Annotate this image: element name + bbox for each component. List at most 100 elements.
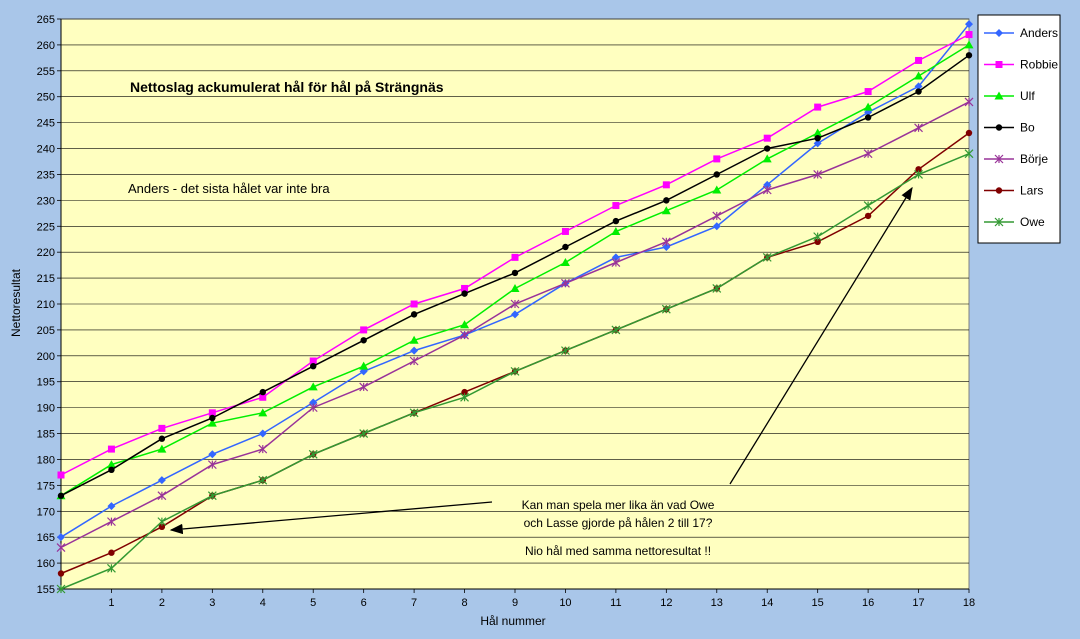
- annotation-question-line1: Kan man spela mer lika än vad Owe: [522, 498, 715, 512]
- point-lars-1: [108, 549, 115, 556]
- x-tick-label-9: 9: [512, 597, 518, 609]
- point-borje-10: [561, 278, 570, 288]
- point-robbie-18: [965, 31, 973, 39]
- chart-title: Nettoslag ackumulerat hål för hål på Str…: [130, 79, 444, 95]
- legend-item-lars: Lars: [984, 184, 1043, 198]
- point-ulf-13: [712, 185, 722, 194]
- legend-marker-owe: [994, 217, 1004, 227]
- point-borje-3: [207, 460, 217, 470]
- point-borje-7: [409, 356, 419, 366]
- point-anders-15: [813, 139, 822, 148]
- point-borje-11: [611, 258, 621, 267]
- point-borje-14: [762, 185, 772, 195]
- point-robbie-10: [561, 227, 569, 235]
- point-bo-6: [360, 337, 367, 344]
- point-borje-0: [56, 543, 66, 552]
- point-anders-17: [914, 82, 923, 91]
- y-tick-label-180: 180: [37, 454, 55, 466]
- point-ulf-12: [661, 206, 671, 215]
- y-tick-label-190: 190: [37, 403, 55, 415]
- point-anders-4: [258, 429, 267, 438]
- point-robbie-3: [208, 409, 216, 417]
- x-tick-label-6: 6: [361, 597, 367, 609]
- point-anders-13: [712, 222, 721, 231]
- point-robbie-17: [915, 56, 923, 64]
- point-bo-16: [864, 114, 872, 121]
- point-bo-2: [158, 435, 166, 442]
- x-tick-label-12: 12: [660, 597, 672, 609]
- y-axis-label: Nettoresultat: [9, 268, 23, 337]
- y-tick-label-235: 235: [37, 169, 55, 181]
- point-bo-10: [562, 243, 569, 251]
- point-owe-17: [914, 170, 923, 179]
- x-tick-label-10: 10: [559, 597, 571, 609]
- point-ulf-18: [964, 40, 974, 49]
- point-robbie-0: [57, 471, 65, 479]
- x-tick-label-8: 8: [461, 597, 467, 609]
- y-tick-label-265: 265: [37, 14, 55, 26]
- point-anders-18: [965, 20, 973, 29]
- legend-marker-borje: [994, 154, 1004, 164]
- x-tick-label-15: 15: [812, 597, 824, 609]
- y-tick-label-230: 230: [37, 195, 55, 207]
- legend-box: [977, 14, 1061, 244]
- point-borje-16: [863, 149, 873, 159]
- legend-item-ulf: Ulf: [984, 89, 1035, 103]
- x-tick-label-5: 5: [310, 597, 316, 609]
- y-tick-label-195: 195: [37, 377, 55, 389]
- point-anders-3: [208, 450, 217, 459]
- point-robbie-9: [511, 253, 519, 261]
- point-borje-5: [308, 403, 318, 413]
- point-robbie-16: [864, 88, 872, 96]
- point-ulf-11: [611, 226, 621, 235]
- x-tick-label-3: 3: [209, 597, 215, 609]
- y-tick-label-225: 225: [37, 221, 55, 233]
- point-robbie-8: [461, 284, 469, 292]
- point-borje-17: [914, 123, 923, 133]
- x-tick-label-13: 13: [711, 597, 723, 609]
- point-owe-18: [964, 149, 974, 159]
- point-anders-2: [157, 476, 166, 485]
- point-bo-9: [511, 269, 519, 277]
- point-borje-6: [359, 382, 369, 392]
- x-axis-label: Hål nummer: [480, 614, 545, 628]
- point-ulf-7: [409, 335, 419, 344]
- point-borje-15: [813, 170, 823, 179]
- point-owe-5: [308, 449, 318, 459]
- point-bo-5: [310, 362, 317, 370]
- point-anders-12: [662, 243, 671, 251]
- point-owe-0: [56, 584, 66, 594]
- point-owe-1: [107, 563, 116, 573]
- point-bo-14: [764, 145, 771, 152]
- y-tick-label-210: 210: [37, 299, 55, 311]
- point-lars-8: [461, 388, 468, 396]
- point-robbie-5: [309, 357, 317, 365]
- point-robbie-7: [410, 300, 418, 308]
- legend-marker-bo: [995, 124, 1003, 131]
- point-ulf-15: [813, 128, 823, 137]
- gridlines: [61, 18, 969, 590]
- series-owe: [56, 149, 974, 594]
- point-bo-0: [57, 492, 65, 499]
- point-bo-7: [410, 311, 418, 318]
- x-tick-label-14: 14: [761, 597, 773, 609]
- legend: Anders Robbie Ulf Bo Börje Lars Owe: [977, 14, 1061, 244]
- x-tick-label-4: 4: [260, 597, 266, 609]
- legend-label-owe: Owe: [1020, 215, 1045, 229]
- y-tick-label-165: 165: [37, 532, 55, 544]
- point-owe-7: [409, 408, 419, 418]
- point-ulf-1: [106, 460, 116, 469]
- annotation-note: Nio hål med samma nettoresultat !!: [525, 544, 711, 558]
- point-ulf-14: [762, 154, 772, 163]
- legend-label-anders: Anders: [1020, 26, 1058, 40]
- series-borje: [56, 97, 974, 552]
- series-robbie: [57, 31, 973, 479]
- point-borje-2: [157, 491, 167, 501]
- y-tick-label-200: 200: [37, 351, 55, 363]
- y-tick-label-245: 245: [37, 118, 55, 130]
- point-lars-2: [158, 523, 166, 531]
- series-layer: [56, 20, 974, 594]
- point-ulf-8: [460, 320, 470, 329]
- x-tick-label-18: 18: [963, 597, 975, 609]
